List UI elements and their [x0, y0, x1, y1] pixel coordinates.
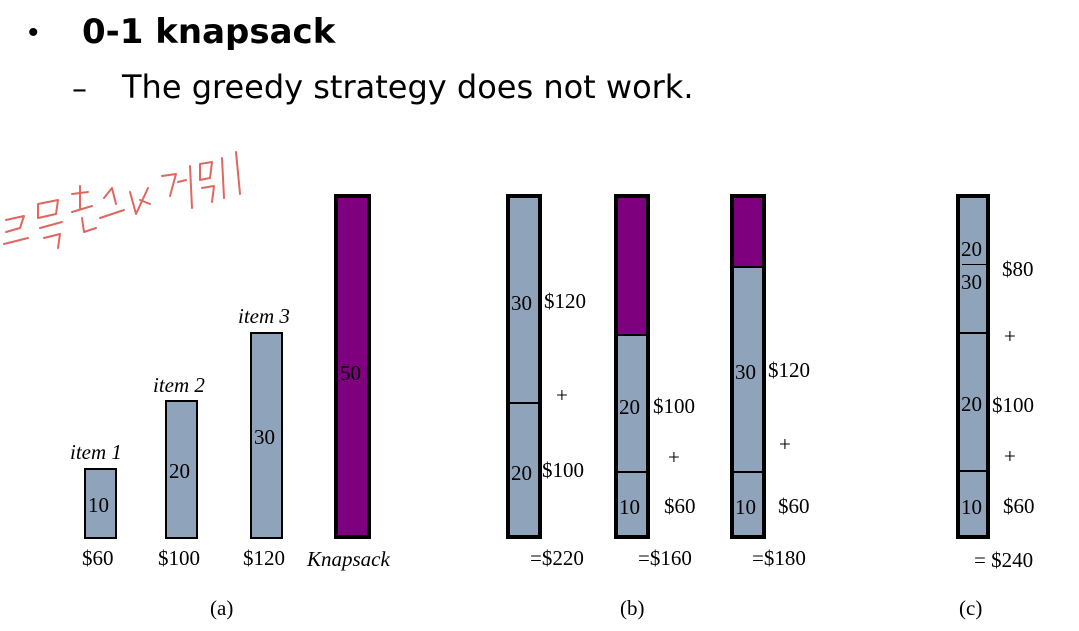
b2-bottom-value: $60: [664, 494, 696, 518]
b3-top-weight: 30: [735, 360, 756, 384]
b2-top-weight: 20: [619, 395, 640, 419]
handwritten-annotation: [3, 151, 241, 249]
knapsack-b3: 30 10: [730, 194, 766, 539]
c-bottom-weight: 10: [961, 495, 982, 519]
divider: [618, 334, 646, 336]
item-3-box: 30: [250, 332, 283, 539]
b1-top-weight: 30: [511, 291, 532, 315]
slide-title: 0-1 knapsack: [82, 12, 336, 52]
item-2-label: item 2: [153, 373, 205, 397]
b2-top-value: $100: [653, 394, 695, 418]
empty-space: [618, 198, 646, 334]
c-total: = $240: [974, 548, 1034, 572]
item-1-weight: 10: [88, 493, 109, 517]
divider: [734, 266, 762, 268]
knapsack-capacity: 50: [340, 361, 361, 385]
item-1-label: item 1: [70, 440, 122, 464]
c-fraction-numerator: 20: [961, 237, 982, 261]
b2-bottom-weight: 10: [619, 495, 640, 519]
caption-b: (b): [620, 596, 645, 620]
item-2-value: $100: [158, 546, 200, 570]
caption-c: (c): [959, 596, 983, 620]
divider: [960, 470, 986, 472]
c-mid-value: $100: [992, 393, 1034, 417]
fraction-bar: [962, 264, 986, 265]
divider: [960, 332, 986, 334]
c-fraction-value: $80: [1002, 257, 1034, 281]
bullet-marker: •: [28, 16, 39, 49]
caption-a: (a): [210, 596, 234, 620]
empty-space: [734, 198, 762, 266]
c-bottom-value: $60: [1003, 494, 1035, 518]
knapsack-box: 50: [334, 194, 371, 539]
b1-plus: +: [556, 383, 568, 407]
b3-top-value: $120: [768, 358, 810, 382]
knapsack-c: 20 30 20 10: [956, 194, 990, 539]
item-1-box: 10: [84, 468, 117, 539]
knapsack-label: Knapsack: [307, 547, 390, 571]
b3-bottom-weight: 10: [735, 495, 756, 519]
b1-top-value: $120: [544, 289, 586, 313]
knapsack-b2: 20 10: [614, 194, 650, 539]
b1-total: =$220: [530, 546, 584, 570]
item-3-weight: 30: [254, 425, 275, 449]
c-plus-2: +: [1004, 444, 1016, 468]
dash-marker: –: [72, 72, 87, 107]
b3-plus: +: [779, 432, 791, 456]
b3-bottom-value: $60: [778, 494, 810, 518]
item-2-box: 20: [165, 400, 198, 539]
c-plus-1: +: [1004, 324, 1016, 348]
item-1-value: $60: [82, 546, 114, 570]
b2-plus: +: [668, 445, 680, 469]
b1-bottom-weight: 20: [511, 461, 532, 485]
c-mid-weight: 20: [961, 392, 982, 416]
item-3-value: $120: [243, 546, 285, 570]
divider: [734, 471, 762, 473]
slide-subtitle: The greedy strategy does not work.: [122, 68, 694, 106]
divider: [618, 471, 646, 473]
item-3-label: item 3: [238, 304, 290, 328]
b3-total: =$180: [752, 546, 806, 570]
divider: [510, 402, 538, 404]
item-2-weight: 20: [169, 459, 190, 483]
b2-total: =$160: [638, 546, 692, 570]
b1-bottom-value: $100: [542, 458, 584, 482]
c-fraction-denominator: 30: [961, 270, 982, 294]
knapsack-b1: 30 20: [506, 194, 542, 539]
